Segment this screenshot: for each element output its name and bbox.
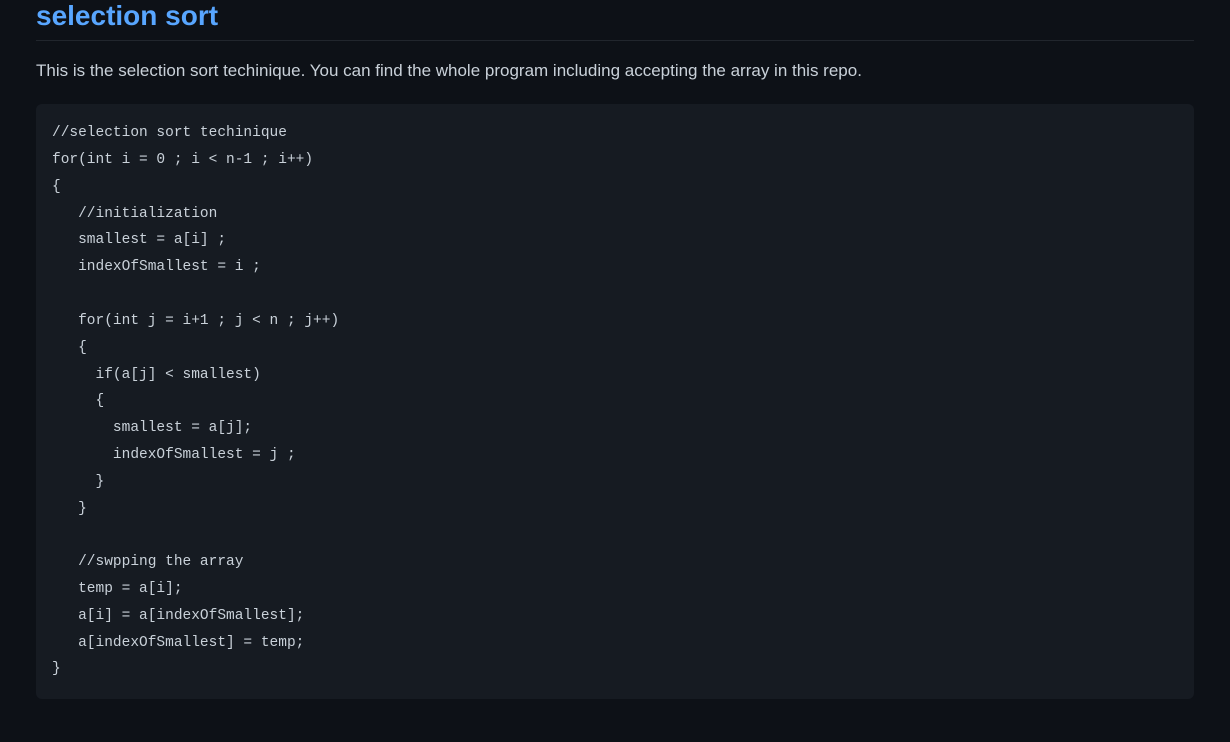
description-paragraph: This is the selection sort techinique. Y…: [36, 57, 1194, 84]
code-content: //selection sort techinique for(int i = …: [52, 120, 1178, 683]
heading-anchor-link[interactable]: selection sort: [36, 0, 218, 31]
code-block: //selection sort techinique for(int i = …: [36, 104, 1194, 699]
section-heading: selection sort: [36, 0, 1194, 41]
